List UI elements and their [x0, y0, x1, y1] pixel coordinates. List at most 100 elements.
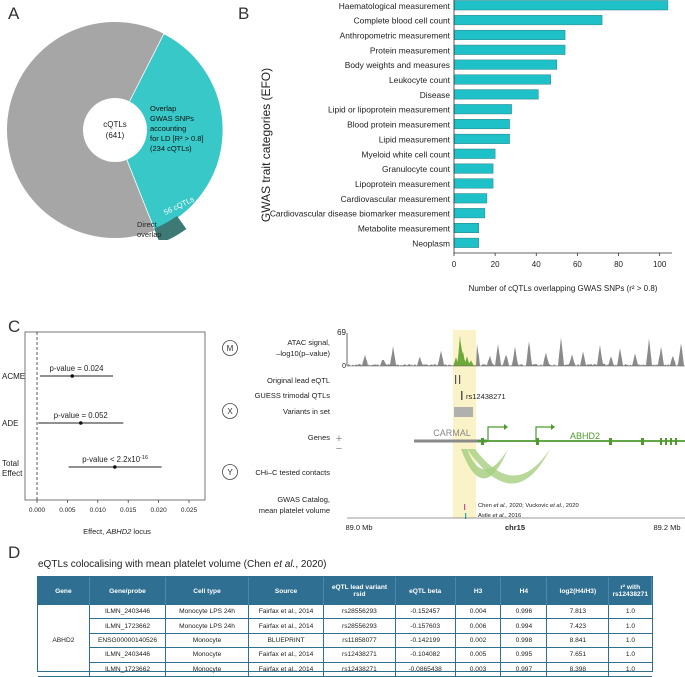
- tss-arrowhead-icon: [551, 424, 555, 430]
- bar-x-tick-label: 40: [532, 260, 541, 269]
- gwas-citation-1: Chen et al., 2020; Vuckovic et al., 2020: [478, 503, 579, 509]
- atac-signal-track: [348, 337, 685, 366]
- table-cell: ENSG00000140526: [88, 633, 166, 649]
- direct-label-line-1: Direct: [137, 220, 158, 229]
- axis-left-label: 89.0 Mb: [345, 523, 372, 532]
- abhd2-exon: [660, 438, 662, 445]
- plus-strand-icon: +: [336, 433, 342, 445]
- abhd2-exon: [665, 438, 667, 445]
- table-cell: 0.003: [454, 662, 501, 677]
- lead-eqtl-label: Original lead eQTL: [267, 376, 330, 385]
- table-cell: rs12438271: [323, 662, 396, 677]
- bar-mark: [453, 223, 479, 233]
- variants-label: Variants in set: [283, 407, 331, 416]
- bar-x-tick-label: 100: [653, 260, 667, 269]
- abhd2-exon: [536, 438, 539, 445]
- carmal-gene-label: CARMAL: [433, 428, 471, 438]
- table-cell: 8.398: [546, 662, 609, 677]
- table-cell: 0.996: [500, 605, 547, 620]
- bar-mark: [453, 0, 669, 11]
- bar-mark: [453, 193, 488, 204]
- table-cell: BLUEPRINT: [247, 633, 324, 649]
- bar-category-label: Cardiovascular disease biomarker measure…: [270, 209, 451, 219]
- forest-point: [113, 465, 117, 469]
- x-icon: X: [222, 403, 238, 419]
- header-rsid: eQTL lead variant rsid: [323, 577, 396, 605]
- bar-category-label: Leukocyte count: [389, 75, 451, 85]
- table-cell: rs28556293: [323, 605, 396, 620]
- abhd2-exon: [641, 438, 644, 445]
- header-source: Source: [248, 577, 325, 605]
- panel-letter-a: A: [8, 4, 20, 23]
- bar-x-tick-label: 20: [491, 260, 500, 269]
- forest-x-tick-label: 0.005: [59, 507, 76, 514]
- forest-point: [78, 421, 83, 425]
- coloc-table: Gene Gene/probe Cell type Source eQTL le…: [37, 576, 653, 677]
- table-cell: 8.841: [546, 633, 609, 649]
- table-cell: Fairfax et al., 2014: [247, 662, 324, 677]
- table-cell: rs11858077: [323, 633, 396, 649]
- table-header-row: Gene Gene/probe Cell type Source eQTL le…: [38, 577, 652, 605]
- bar-mark: [453, 133, 510, 144]
- bar-mark: [453, 208, 486, 219]
- abhd2-exon: [609, 438, 612, 445]
- table-cell: Monocyte: [165, 662, 249, 677]
- forest-point: [70, 374, 75, 378]
- table-cell: -0.152457: [394, 605, 456, 620]
- bar-mark: [453, 104, 512, 115]
- m-icon: M: [222, 340, 238, 356]
- bar-mark: [453, 148, 496, 159]
- abhd2-exon: [675, 438, 677, 445]
- header-cell-type: Cell type: [165, 577, 249, 605]
- forest-x-tick-label: 0.020: [150, 507, 167, 514]
- bar-mark: [453, 178, 494, 189]
- atac-label-line-2: –log10(p–value): [276, 349, 330, 358]
- table-cell: -0.157603: [394, 618, 456, 634]
- abhd2-exon: [481, 438, 484, 445]
- forest-x-tick-label: 0.015: [120, 507, 137, 514]
- table-cell: Monocyte LPS 24h: [165, 605, 249, 620]
- bar-category-label: Lipid or lipoprotein measurement: [328, 105, 451, 115]
- bar-category-label: Haematological measurement: [339, 1, 451, 11]
- cqtl-donut-chart: cQTLs (641) Overlap GWAS SNPs accounting…: [7, 21, 224, 240]
- donut-segment-overlap: [114, 33, 224, 231]
- forest-row-label: Total: [2, 459, 19, 468]
- lead-eqtl-mark: [459, 375, 461, 384]
- tss-arrow-icon: [487, 426, 507, 441]
- bar-x-axis-label: Number of cQTLs overlapping GWAS SNPs (r…: [469, 284, 658, 293]
- donut-segment-direct: [154, 215, 187, 240]
- bar-mark: [453, 29, 566, 40]
- bar-category-label: Neoplasm: [412, 238, 450, 248]
- mediation-effect-plot: ACME p-value = 0.024 ADE p-value = 0.052 Tot…: [2, 331, 206, 536]
- bar-x-tick-label: 0: [452, 260, 457, 269]
- forest-pvalue-label: p-value = 0.052: [54, 411, 108, 420]
- table-cell: 7.423: [546, 618, 609, 634]
- panel-letter-d: D: [8, 543, 21, 562]
- header-h4: H4: [500, 577, 548, 605]
- bar-mark: [453, 89, 539, 100]
- tss-arrow-icon: [535, 426, 554, 441]
- table-title: eQTLs colocalising with mean platelet vo…: [38, 559, 327, 570]
- table-cell: Fairfax et al., 2014: [247, 647, 324, 663]
- table-cell: 0.998: [500, 633, 547, 649]
- table-cell: 0.997: [500, 662, 547, 677]
- forest-pvalue-label: p-value < 2.2x10-16: [82, 455, 148, 464]
- forest-pvalue-label: p-value = 0.024: [50, 364, 105, 373]
- donut-hole: [83, 98, 147, 162]
- bar-category-label: Blood protein measurement: [347, 120, 451, 130]
- panel-letter-b: B: [238, 4, 250, 23]
- forest-row-label: Effect: [2, 469, 23, 478]
- donut-center-label: cQTLs: [103, 120, 127, 129]
- forest-x-tick-label: 0.000: [29, 507, 46, 514]
- bar-category-label: Granulocyte count: [382, 164, 451, 174]
- bar-category-label: Lipoprotein measurement: [355, 179, 451, 189]
- table-row: ILMN_1723662 Monocyte LPS 24h Fairfax et a…: [38, 618, 652, 634]
- table-row: ILMN_2403446 Monocyte Fairfax et al., 2014…: [38, 647, 652, 663]
- chic-loop: [461, 449, 508, 479]
- bar-y-axis-label: GWAS trait categories (EFO): [259, 68, 273, 222]
- table-row: ABHD2 ILMN_2403446 Monocyte LPS 24h Fairfax…: [38, 605, 652, 677]
- minus-strand-icon: −: [336, 443, 342, 455]
- forest-x-tick-label: 0.025: [181, 507, 198, 514]
- forest-x-tick-label: 0.010: [90, 507, 107, 514]
- overlap-label-line-1: Overlap: [150, 104, 176, 113]
